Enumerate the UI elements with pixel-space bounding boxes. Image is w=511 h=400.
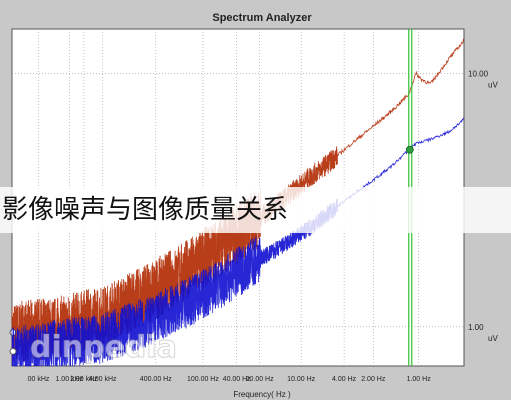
overlay-caption: 影像噪声与图像质量关系	[0, 187, 511, 233]
x-tick-label: 1.00 kHz	[55, 376, 83, 383]
series-1	[9, 117, 465, 367]
x-tick-label: 2.00 Hz	[361, 376, 386, 383]
x-axis-label: Frequency( Hz )	[233, 390, 291, 399]
cursor-marker[interactable]	[405, 145, 414, 154]
y-axis: 10.00 uV 1.00 uV	[468, 70, 498, 343]
y-tick-label: 10.00	[468, 70, 489, 79]
x-tick-label: 2.00 kHz	[70, 376, 98, 383]
y-tick-unit: uV	[488, 334, 498, 343]
series-start-marker-1	[9, 347, 17, 355]
x-tick-label: 40.00 Hz	[223, 376, 252, 383]
y-tick-unit: uV	[488, 81, 498, 90]
x-tick-label: 10.00 Hz	[287, 376, 316, 383]
chart-title: Spectrum Analyzer	[212, 12, 312, 24]
series-line-1	[11, 117, 465, 367]
series-layer	[9, 38, 465, 367]
x-tick-label: 20.00 Hz	[246, 376, 275, 383]
x-tick-label: 00 kHz	[28, 376, 50, 383]
watermark: dinpedia	[30, 330, 177, 365]
y-tick-label: 1.00	[468, 323, 484, 332]
x-tick-label: 1.00 Hz	[407, 376, 432, 383]
x-tick-label: 4.00 kHz	[89, 376, 117, 383]
x-tick-label: 4.00 Hz	[332, 376, 357, 383]
x-tick-label: 100.00 Hz	[187, 376, 219, 383]
x-tick-label: 400.00 Hz	[140, 376, 172, 383]
